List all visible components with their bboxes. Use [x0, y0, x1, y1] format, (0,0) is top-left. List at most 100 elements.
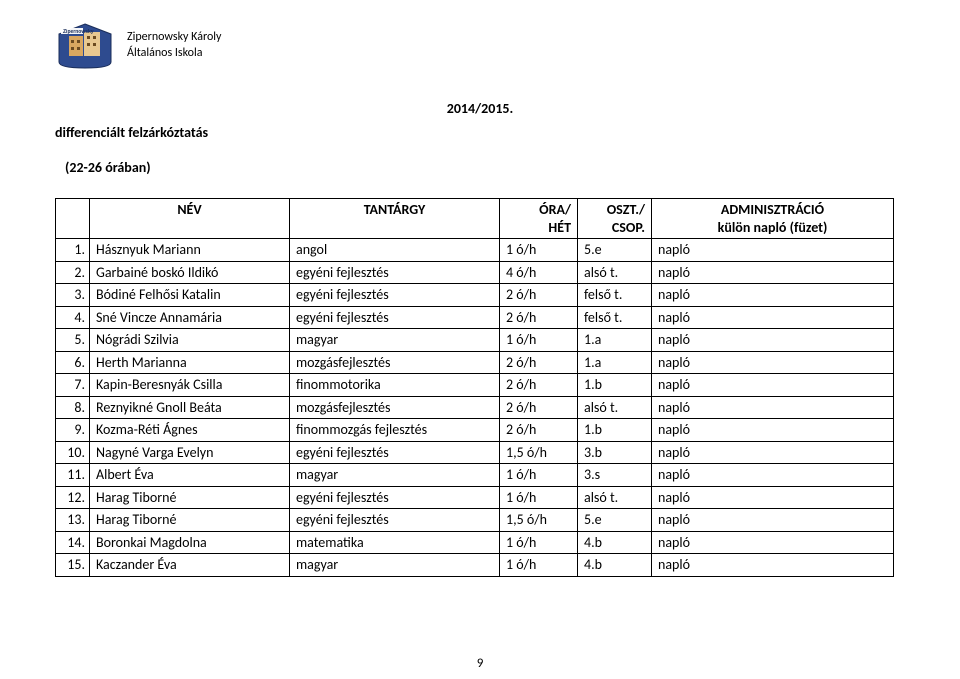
- cell-num: 10.: [56, 441, 90, 464]
- cell-hours: 1 ó/h: [500, 554, 578, 577]
- cell-hours: 1 ó/h: [500, 239, 578, 262]
- cell-admin: napló: [652, 351, 894, 374]
- cell-hours: 1 ó/h: [500, 329, 578, 352]
- cell-num: 6.: [56, 351, 90, 374]
- table-row: 4.Sné Vincze Annamáriaegyéni fejlesztés2…: [56, 306, 894, 329]
- col-header-num: [56, 199, 90, 239]
- cell-num: 14.: [56, 531, 90, 554]
- cell-admin: napló: [652, 239, 894, 262]
- cell-name: Harag Tiborné: [90, 509, 290, 532]
- cell-subject: magyar: [290, 554, 500, 577]
- table-row: 12.Harag Tibornéegyéni fejlesztés1 ó/hal…: [56, 486, 894, 509]
- cell-hours: 1,5 ó/h: [500, 509, 578, 532]
- cell-hours: 2 ó/h: [500, 284, 578, 307]
- cell-class: 4.b: [578, 554, 652, 577]
- cell-subject: mozgásfejlesztés: [290, 396, 500, 419]
- cell-admin: napló: [652, 509, 894, 532]
- cell-name: Nógrádi Szilvia: [90, 329, 290, 352]
- cell-subject: egyéni fejlesztés: [290, 261, 500, 284]
- cell-subject: mozgásfejlesztés: [290, 351, 500, 374]
- cell-hours: 2 ó/h: [500, 306, 578, 329]
- cell-hours: 4 ó/h: [500, 261, 578, 284]
- col-header-admin-l2: külön napló (füzet): [658, 219, 887, 237]
- cell-subject: egyéni fejlesztés: [290, 486, 500, 509]
- cell-class: 1.a: [578, 329, 652, 352]
- table-row: 10.Nagyné Varga Evelynegyéni fejlesztés1…: [56, 441, 894, 464]
- academic-year: 2014/2015.: [447, 100, 514, 117]
- cell-hours: 2 ó/h: [500, 396, 578, 419]
- col-header-admin: ADMINISZTRÁCIÓ külön napló (füzet): [652, 199, 894, 239]
- cell-name: Nagyné Varga Evelyn: [90, 441, 290, 464]
- cell-name: Kaczander Éva: [90, 554, 290, 577]
- cell-admin: napló: [652, 419, 894, 442]
- cell-class: alsó t.: [578, 261, 652, 284]
- page: Zipernowsky Zipernowsky Károly Általános…: [0, 0, 960, 679]
- cell-num: 2.: [56, 261, 90, 284]
- cell-admin: napló: [652, 396, 894, 419]
- cell-class: 5.e: [578, 239, 652, 262]
- school-name: Zipernowsky Károly Általános Iskola: [127, 30, 221, 61]
- cell-num: 7.: [56, 374, 90, 397]
- cell-name: Sné Vincze Annamária: [90, 306, 290, 329]
- cell-class: 3.b: [578, 441, 652, 464]
- cell-name: Kapin-Beresnyák Csilla: [90, 374, 290, 397]
- cell-subject: finommotorika: [290, 374, 500, 397]
- cell-num: 1.: [56, 239, 90, 262]
- table-row: 7.Kapin-Beresnyák Csillafinommotorika2 ó…: [56, 374, 894, 397]
- school-name-line2: Általános Iskola: [127, 46, 221, 62]
- col-header-name: NÉV: [90, 199, 290, 239]
- cell-name: Boronkai Magdolna: [90, 531, 290, 554]
- cell-name: Harag Tiborné: [90, 486, 290, 509]
- cell-class: 5.e: [578, 509, 652, 532]
- cell-class: 1.a: [578, 351, 652, 374]
- cell-hours: 2 ó/h: [500, 419, 578, 442]
- cell-admin: napló: [652, 554, 894, 577]
- cell-class: felső t.: [578, 284, 652, 307]
- table-row: 3.Bódiné Felhősi Katalinegyéni fejleszté…: [56, 284, 894, 307]
- cell-name: Herth Marianna: [90, 351, 290, 374]
- cell-subject: egyéni fejlesztés: [290, 306, 500, 329]
- cell-name: Kozma-Réti Ágnes: [90, 419, 290, 442]
- cell-num: 3.: [56, 284, 90, 307]
- cell-subject: egyéni fejlesztés: [290, 509, 500, 532]
- cell-subject: matematika: [290, 531, 500, 554]
- cell-admin: napló: [652, 486, 894, 509]
- table-row: 8.Reznyikné Gnoll Beátamozgásfejlesztés2…: [56, 396, 894, 419]
- col-header-class-l2: CSOP.: [584, 219, 645, 237]
- table-row: 15.Kaczander Évamagyar1 ó/h4.bnapló: [56, 554, 894, 577]
- col-header-hours: ÓRA/ HÉT: [500, 199, 578, 239]
- cell-name: Garbainé boskó Ildikó: [90, 261, 290, 284]
- cell-subject: finommozgás fejlesztés: [290, 419, 500, 442]
- table-row: 13.Harag Tibornéegyéni fejlesztés1,5 ó/h…: [56, 509, 894, 532]
- cell-subject: egyéni fejlesztés: [290, 284, 500, 307]
- cell-admin: napló: [652, 284, 894, 307]
- cell-admin: napló: [652, 306, 894, 329]
- cell-subject: egyéni fejlesztés: [290, 441, 500, 464]
- cell-hours: 2 ó/h: [500, 351, 578, 374]
- cell-name: Reznyikné Gnoll Beáta: [90, 396, 290, 419]
- table-wrap: NÉV TANTÁRGY ÓRA/ HÉT OSZT./ CSOP. ADMIN…: [55, 198, 905, 577]
- cell-class: alsó t.: [578, 486, 652, 509]
- section-title: differenciált felzárkóztatás: [55, 124, 905, 141]
- cell-name: Bódiné Felhősi Katalin: [90, 284, 290, 307]
- cell-num: 15.: [56, 554, 90, 577]
- cell-class: 4.b: [578, 531, 652, 554]
- cell-admin: napló: [652, 531, 894, 554]
- table-row: 1.Hásznyuk Mariannangol1 ó/h5.enapló: [56, 239, 894, 262]
- cell-class: 1.b: [578, 374, 652, 397]
- cell-hours: 1 ó/h: [500, 531, 578, 554]
- cell-subject: magyar: [290, 464, 500, 487]
- col-header-subject: TANTÁRGY: [290, 199, 500, 239]
- table-row: 2.Garbainé boskó Ildikóegyéni fejlesztés…: [56, 261, 894, 284]
- page-number: 9: [477, 656, 484, 671]
- col-header-class: OSZT./ CSOP.: [578, 199, 652, 239]
- year-line: 2014/2015.: [55, 100, 905, 118]
- cell-class: 3.s: [578, 464, 652, 487]
- cell-num: 11.: [56, 464, 90, 487]
- table-header-row: NÉV TANTÁRGY ÓRA/ HÉT OSZT./ CSOP. ADMIN…: [56, 199, 894, 239]
- cell-hours: 1 ó/h: [500, 486, 578, 509]
- cell-num: 5.: [56, 329, 90, 352]
- cell-num: 13.: [56, 509, 90, 532]
- hours-note: (22-26 órában): [65, 159, 905, 176]
- cell-admin: napló: [652, 374, 894, 397]
